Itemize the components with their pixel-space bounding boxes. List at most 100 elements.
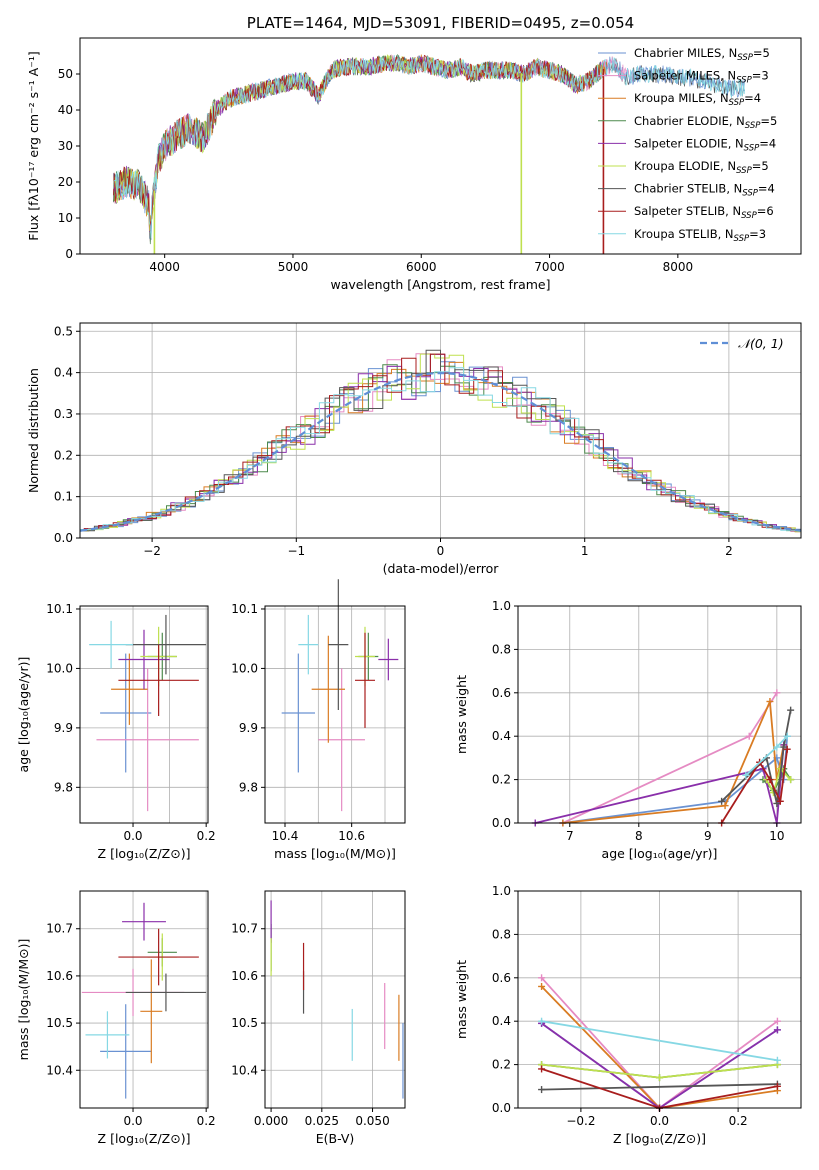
- legend-sub: SSP: [736, 166, 752, 176]
- spectrum-line-krou_elod: [113, 54, 604, 231]
- x-tick-label: −2: [143, 544, 161, 558]
- series-marker: [787, 706, 795, 714]
- legend-tail: =4: [758, 182, 775, 196]
- y-tick-label: 0.2: [54, 448, 73, 462]
- legend-text: Chabrier MILES, N: [634, 46, 737, 60]
- series-marker: [766, 697, 774, 705]
- y-tick-label: 0.1: [54, 490, 73, 504]
- series-marker: [773, 1026, 781, 1034]
- x-tick-label: 0.0: [123, 829, 142, 843]
- y-tick-label: 0.5: [54, 324, 73, 338]
- errorbar-chab_stel: [125, 973, 207, 1012]
- errorbar-salp_elod: [118, 629, 170, 690]
- spectrum-panel: PLATE=1464, MJD=53091, FIBERID=0495, z=0…: [26, 14, 802, 292]
- series-marker: [721, 802, 729, 810]
- y-tick-label: 10.5: [231, 1016, 258, 1030]
- legend: 𝒩(0, 1): [700, 336, 784, 351]
- spectrum-line-salp_miles: [113, 54, 634, 242]
- x-tick-label: 7: [566, 829, 574, 843]
- gaussian-curve: [79, 371, 802, 532]
- series-marker: [773, 1017, 781, 1025]
- legend-sub: SSP: [745, 121, 761, 131]
- series-marker: [776, 797, 784, 805]
- x-tick-label: 10.4: [272, 829, 299, 843]
- y-tick-label: 9.8: [239, 780, 258, 794]
- y-tick-label: 0: [65, 247, 73, 261]
- y-tick-label: 10.5: [46, 1016, 73, 1030]
- grid: [265, 891, 405, 1108]
- histogram-krou_elod: [80, 353, 801, 533]
- y-axis-label: mass weight: [454, 960, 469, 1039]
- x-tick-label: 0.050: [355, 1114, 389, 1128]
- age-vs-metallicity-panel: 0.0 0.2 9.8 9.9 10.0 10.1 Z [log₁₀(Z/Z⊙)] age […: [16, 602, 216, 861]
- y-tick-label: 0.0: [54, 531, 73, 545]
- series-marker: [773, 1056, 781, 1064]
- histogram-krou_stel: [80, 367, 801, 531]
- x-tick-label: 0.000: [254, 1114, 288, 1128]
- y-tick-label: 1.0: [492, 884, 511, 898]
- y-tick-label: 9.9: [239, 721, 258, 735]
- series-line-salp_elod: [535, 744, 785, 824]
- x-axis-label: wavelength [Angstrom, rest frame]: [330, 277, 550, 292]
- errorbar-chab_miles: [281, 653, 315, 773]
- legend-text: Salpeter ELODIE, N: [634, 136, 744, 150]
- errorbar-chab_miles: [100, 653, 152, 773]
- errorbar-salp_miles: [318, 668, 365, 812]
- errorbar-krou_miles: [140, 959, 163, 1064]
- legend-text: Kroupa STELIB, N: [634, 227, 734, 241]
- age-vs-mass-panel: 10.4 10.6 9.8 9.9 10.0 10.1 mass [log₁₀(M/M⊙)]: [231, 579, 406, 861]
- x-axis-label: Z [log₁₀(Z/Z⊙)]: [98, 846, 191, 861]
- spectrum-line-chab_elod: [113, 54, 604, 245]
- axes-frame: [517, 605, 802, 824]
- y-tick-label: 0.8: [492, 642, 511, 656]
- y-tick-label: 0.3: [54, 407, 73, 421]
- series-line-krou_stel: [541, 1020, 778, 1062]
- legend-tail: =3: [749, 227, 766, 241]
- x-tick-label: 0.2: [729, 1114, 748, 1128]
- errorbar-krou_miles: [111, 653, 148, 725]
- series-marker: [783, 732, 791, 740]
- series-marker: [538, 1086, 546, 1094]
- spectrum-line-salp_stel: [113, 54, 604, 232]
- legend-label: Chabrier ELODIE, NSSP=5: [634, 114, 777, 131]
- legend-tail: =6: [757, 204, 774, 218]
- y-tick-label: 0.2: [492, 773, 511, 787]
- y-axis-label: age [log₁₀(age/yr)]: [16, 657, 31, 773]
- y-tick-label: 10.1: [231, 602, 258, 616]
- x-axis-label: Z [log₁₀(Z/Z⊙)]: [613, 1131, 706, 1146]
- errorbar-salp_stel: [355, 632, 375, 728]
- legend-sub: SSP: [742, 189, 758, 199]
- x-tick-label: 0.025: [305, 1114, 339, 1128]
- series-marker: [742, 771, 750, 779]
- errorbar-krou_stel: [85, 1011, 130, 1059]
- mass-weight-vs-age-panel: 7 8 9 10 0.0 0.2 0.4 0.6 0.8 1.0 age [log₁₀(age/yr…: [454, 599, 802, 861]
- legend-label: 𝒩(0, 1): [738, 336, 784, 351]
- x-tick-label: 0.0: [123, 1114, 142, 1128]
- y-tick-label: 0.6: [492, 971, 511, 985]
- spectrum-line-krou_stel: [113, 55, 745, 239]
- x-tick-label: 4000: [149, 260, 180, 274]
- legend-tail: =3: [752, 69, 769, 83]
- legend-text: Salpeter MILES, N: [634, 69, 736, 83]
- x-tick-label: 9: [704, 829, 712, 843]
- series-marker: [766, 776, 774, 784]
- series-marker: [783, 745, 791, 753]
- y-tick-label: 10.7: [46, 922, 73, 936]
- series-marker: [538, 982, 546, 990]
- x-axis-label: age [log₁₀(age/yr)]: [602, 846, 718, 861]
- errorbar-salp_stel: [118, 644, 199, 716]
- y-axis-label: Flux [fλ10⁻¹⁷ erg cm⁻² s⁻¹ A⁻¹]: [26, 51, 41, 240]
- errorbar-krou_miles: [311, 635, 345, 743]
- series-marker: [538, 1065, 546, 1073]
- y-tick-label: 9.9: [54, 721, 73, 735]
- x-tick-label: 8: [635, 829, 643, 843]
- y-tick-label: 0.2: [492, 1058, 511, 1072]
- legend-label: Salpeter STELIB, NSSP=6: [634, 204, 774, 221]
- x-tick-label: 1: [581, 544, 589, 558]
- series-marker: [718, 797, 726, 805]
- x-tick-label: 5000: [278, 260, 309, 274]
- y-tick-label: 0.4: [54, 366, 73, 380]
- errorbar-krou_stel: [89, 620, 134, 669]
- legend-label: Salpeter MILES, NSSP=3: [634, 69, 769, 86]
